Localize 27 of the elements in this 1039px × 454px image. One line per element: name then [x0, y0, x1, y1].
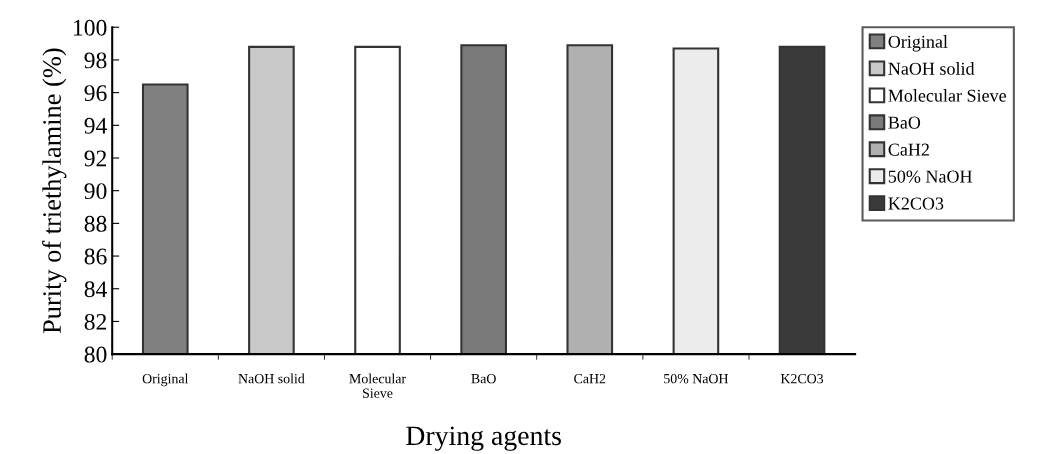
legend-label: Molecular Sieve [888, 89, 1006, 102]
y-tick-label: 88 [84, 215, 107, 232]
y-tick-label: 100 [74, 19, 107, 36]
y-tick-label: 80 [84, 346, 107, 363]
y-tick-label: 84 [84, 281, 107, 298]
legend-label: K2CO3 [888, 197, 944, 210]
x-tick-label: 50% NaOH [664, 373, 729, 384]
y-axis-title: Purity of triethylamine (%) [42, 48, 67, 334]
x-axis-title: Drying agents [406, 426, 561, 451]
y-tick-label: 98 [84, 52, 107, 69]
legend-label: NaOH solid [888, 62, 975, 75]
y-tick-label: 94 [84, 117, 107, 134]
y-tick-label: 92 [84, 150, 107, 167]
x-tick-label: Original [142, 373, 189, 387]
x-tick-label: NaOH solid [238, 373, 305, 384]
x-tick-label: K2CO3 [780, 374, 824, 384]
y-tick-label: 96 [84, 85, 107, 102]
legend-label: Original [888, 35, 948, 52]
x-tick-label: CaH2 [574, 374, 606, 384]
legend-label: CaH2 [888, 143, 929, 156]
x-tick-label: Molecular Sieve [349, 373, 406, 398]
legend-label: BaO [888, 116, 921, 129]
x-tick-label: BaO [471, 374, 496, 384]
y-tick-label: 82 [84, 313, 107, 330]
y-tick-label: 86 [84, 248, 107, 265]
y-tick-label: 90 [84, 183, 107, 200]
legend-label: 50% NaOH [888, 170, 973, 183]
